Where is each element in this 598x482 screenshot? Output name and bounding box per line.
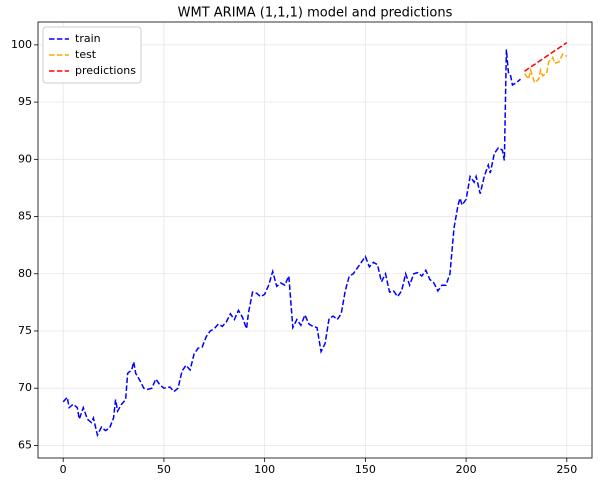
legend-label: predictions: [75, 64, 136, 77]
legend-box: [42, 26, 142, 84]
legend-label: test: [75, 48, 97, 61]
y-tick-label: 95: [18, 95, 32, 108]
y-tick-label: 100: [11, 38, 32, 51]
x-tick-label: 150: [355, 463, 376, 476]
y-tick-label: 65: [18, 438, 32, 451]
x-tick-label: 0: [60, 463, 67, 476]
x-tick-label: 100: [254, 463, 275, 476]
x-tick-label: 250: [556, 463, 577, 476]
chart-title: WMT ARIMA (1,1,1) model and predictions: [178, 6, 453, 21]
y-tick-label: 90: [18, 152, 32, 165]
series-line: [524, 41, 568, 72]
plot-frame: [37, 21, 593, 459]
legend-label: train: [75, 32, 101, 45]
series-line: [523, 53, 568, 84]
x-tick-label: 200: [456, 463, 477, 476]
y-tick-label: 85: [18, 210, 32, 223]
y-tick-label: 80: [18, 267, 32, 280]
x-tick-label: 50: [157, 463, 171, 476]
y-tick-label: 75: [18, 324, 32, 337]
y-tick-label: 70: [18, 381, 32, 394]
series-line: [62, 49, 521, 438]
